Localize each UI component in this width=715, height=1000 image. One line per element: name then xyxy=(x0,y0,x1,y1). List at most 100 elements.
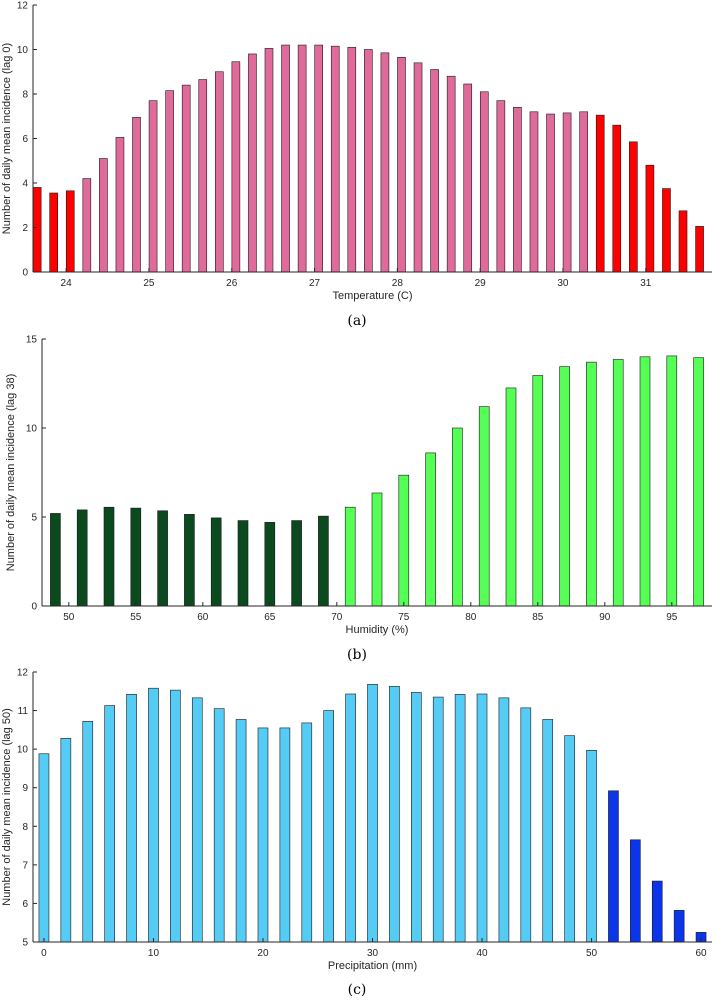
y-tick-label: 7 xyxy=(22,860,28,871)
bar-15 xyxy=(367,684,378,943)
x-tick-label: 28 xyxy=(392,278,404,289)
bar-11 xyxy=(344,506,356,607)
x-tick-label: 75 xyxy=(398,612,410,623)
x-tick-label: 85 xyxy=(532,612,544,623)
bar-29 xyxy=(513,107,522,273)
bar-8 xyxy=(264,522,276,607)
bar-39 xyxy=(678,210,688,273)
bar-5 xyxy=(184,514,195,607)
x-tick-label: 90 xyxy=(599,612,611,623)
bar-34 xyxy=(595,114,605,273)
y-tick-label: 8 xyxy=(22,90,28,101)
bar-2 xyxy=(82,721,94,943)
bar-10 xyxy=(318,515,329,607)
bar-19 xyxy=(454,694,466,943)
y-tick-label: 5 xyxy=(31,513,37,524)
bar-6 xyxy=(170,689,181,943)
bar-25 xyxy=(586,749,597,943)
y-tick-label: 12 xyxy=(17,668,29,679)
y-axis-label: Number of daily mean incidence (lag 38) xyxy=(5,374,17,572)
bar-37 xyxy=(645,164,655,273)
x-tick-label: 60 xyxy=(695,948,707,959)
x-tick-label: 50 xyxy=(586,948,598,959)
bar-25 xyxy=(446,75,456,273)
bar-40 xyxy=(695,226,704,273)
bar-32 xyxy=(562,112,572,273)
bar-3 xyxy=(82,178,92,273)
y-tick-label: 10 xyxy=(17,745,29,756)
bar-7 xyxy=(191,697,203,943)
bar-7 xyxy=(237,520,249,607)
bar-27 xyxy=(479,91,489,273)
y-tick-label: 5 xyxy=(22,938,28,949)
bar-15 xyxy=(452,427,463,607)
bar-3 xyxy=(130,507,142,607)
bar-8 xyxy=(213,708,225,943)
bar-35 xyxy=(612,124,622,273)
bar-14 xyxy=(345,693,356,943)
x-tick-label: 30 xyxy=(557,278,569,289)
bar-13 xyxy=(248,53,257,273)
y-tick-label: 6 xyxy=(22,134,28,145)
y-tick-label: 0 xyxy=(22,268,28,279)
bar-27 xyxy=(630,839,641,943)
bar-33 xyxy=(579,111,588,273)
y-axis-label: Number of daily mean incidence (lag 50) xyxy=(1,708,13,906)
bar-24 xyxy=(693,357,704,607)
bar-10 xyxy=(257,727,269,943)
x-tick-label: 30 xyxy=(367,948,379,959)
panel-label: (a) xyxy=(347,313,366,329)
bar-4 xyxy=(99,158,108,273)
x-tick-label: 95 xyxy=(666,612,678,623)
bar-38 xyxy=(662,188,671,273)
bar-26 xyxy=(463,83,473,273)
bar-36 xyxy=(629,141,638,273)
bar-11 xyxy=(279,727,291,943)
y-tick-label: 4 xyxy=(22,179,28,190)
bar-19 xyxy=(559,366,570,607)
x-axis-label: Precipitation (mm) xyxy=(328,960,417,972)
bar-4 xyxy=(126,694,137,943)
bar-26 xyxy=(608,790,619,943)
y-tick-label: 11 xyxy=(18,706,29,717)
x-tick-label: 0 xyxy=(41,948,47,959)
bar-18 xyxy=(532,375,544,607)
bar-2 xyxy=(103,506,115,607)
x-tick-label: 24 xyxy=(61,278,73,289)
bar-5 xyxy=(115,137,125,273)
bar-7 xyxy=(148,100,158,273)
bar-2 xyxy=(65,190,75,273)
x-tick-label: 25 xyxy=(143,278,155,289)
bar-23 xyxy=(413,62,423,273)
x-axis-label: Temperature (C) xyxy=(332,290,412,302)
bar-3 xyxy=(104,705,115,943)
bar-14 xyxy=(425,452,436,607)
x-tick-label: 31 xyxy=(640,278,652,289)
y-tick-label: 10 xyxy=(17,45,29,56)
x-tick-label: 29 xyxy=(475,278,487,289)
bar-6 xyxy=(210,517,222,607)
x-tick-label: 60 xyxy=(197,612,209,623)
bar-24 xyxy=(564,735,575,943)
bar-16 xyxy=(297,44,307,273)
y-tick-label: 6 xyxy=(22,899,28,910)
panel-label: (b) xyxy=(347,647,367,663)
x-tick-label: 65 xyxy=(264,612,276,623)
bar-23 xyxy=(666,355,678,607)
bar-10 xyxy=(198,79,208,273)
y-tick-label: 12 xyxy=(17,1,29,12)
bar-13 xyxy=(398,474,410,607)
x-tick-label: 55 xyxy=(130,612,142,623)
bar-12 xyxy=(371,492,383,607)
x-tick-label: 80 xyxy=(465,612,477,623)
bar-24 xyxy=(430,69,439,273)
bar-21 xyxy=(380,52,390,273)
y-axis-label: Number of daily mean incidence (lag 0) xyxy=(1,43,13,234)
bar-1 xyxy=(76,509,88,607)
bar-17 xyxy=(411,692,422,943)
bar-22 xyxy=(520,707,532,943)
bar-12 xyxy=(231,61,241,273)
bar-9 xyxy=(235,719,247,943)
bar-11 xyxy=(215,71,224,273)
